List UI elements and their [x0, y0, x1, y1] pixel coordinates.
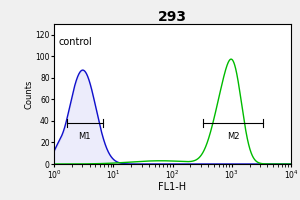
Y-axis label: Counts: Counts — [25, 79, 34, 109]
Text: M2: M2 — [227, 132, 239, 141]
Text: control: control — [59, 37, 92, 47]
Text: M1: M1 — [79, 132, 91, 141]
X-axis label: FL1-H: FL1-H — [158, 182, 187, 192]
Title: 293: 293 — [158, 10, 187, 24]
